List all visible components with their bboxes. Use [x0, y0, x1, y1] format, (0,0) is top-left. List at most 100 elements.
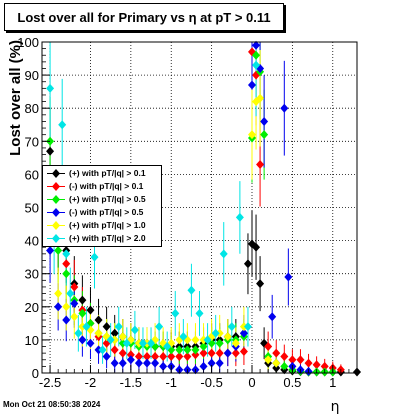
legend-marker-icon — [47, 221, 65, 230]
data-point — [215, 358, 224, 368]
legend-marker-icon — [47, 169, 65, 178]
data-point — [252, 242, 261, 252]
legend-label: (+) with pT/|q| > 0.5 — [69, 194, 146, 204]
data-point — [183, 345, 192, 355]
data-point — [199, 335, 208, 345]
data-point — [191, 350, 200, 360]
data-point — [159, 351, 168, 361]
legend-entry: (+) with pT/|q| > 2.0 — [43, 232, 161, 245]
data-point — [207, 358, 216, 368]
y-tick-label: 90 — [25, 68, 39, 83]
data-point — [74, 328, 83, 338]
timestamp: Mon Oct 21 08:50:38 2024 — [3, 400, 101, 409]
data-point — [187, 285, 196, 295]
x-axis-label: η — [331, 399, 340, 414]
chart-title: Lost over all for Primary vs η at pT > 0… — [17, 10, 271, 25]
x-tick-label: -1 — [165, 375, 177, 390]
legend-marker-icon — [47, 208, 65, 217]
data-point — [54, 302, 63, 312]
data-point — [260, 116, 269, 126]
data-point — [256, 279, 265, 289]
data-point — [171, 308, 180, 318]
data-point — [288, 355, 297, 365]
data-point — [70, 282, 79, 292]
data-point — [106, 335, 115, 345]
data-point — [191, 345, 200, 355]
data-point — [130, 325, 139, 335]
legend-entry: (-) with pT/|q| > 0.5 — [43, 206, 161, 219]
data-point — [167, 351, 176, 361]
data-point — [280, 351, 289, 361]
data-point — [239, 346, 248, 356]
x-tick-label: 0 — [248, 375, 255, 390]
data-point — [248, 130, 256, 140]
data-point — [143, 351, 151, 361]
y-tick-label: 10 — [25, 333, 39, 348]
data-point — [138, 338, 147, 348]
data-point — [94, 315, 103, 325]
data-point — [118, 332, 127, 342]
data-point — [227, 322, 236, 332]
data-point — [231, 338, 240, 348]
y-tick-label: 40 — [25, 234, 39, 249]
data-point — [191, 335, 200, 345]
data-point — [143, 338, 151, 348]
data-point — [78, 308, 87, 318]
x-tick-label: -1.5 — [120, 375, 142, 390]
data-point — [199, 348, 208, 358]
y-tick-label: 30 — [25, 267, 39, 282]
data-point — [90, 252, 99, 262]
legend-marker-icon — [47, 195, 65, 204]
y-tick-label: 80 — [25, 101, 39, 116]
data-point — [199, 342, 208, 352]
y-tick-label: 50 — [25, 201, 39, 216]
data-point — [231, 348, 240, 358]
data-point — [58, 120, 67, 130]
y-tick-label: 100 — [17, 35, 39, 50]
data-point — [243, 259, 252, 269]
legend: (+) with pT/|q| > 0.1 (-) with pT/|q| > … — [42, 165, 162, 247]
data-point — [86, 338, 95, 348]
legend-label: (+) with pT/|q| > 1.0 — [69, 220, 146, 230]
legend-entry: (+) with pT/|q| > 0.5 — [43, 193, 161, 206]
data-point — [110, 358, 119, 368]
data-point — [54, 246, 63, 256]
data-point — [243, 322, 252, 332]
data-point — [179, 332, 188, 342]
data-point — [211, 328, 220, 338]
data-point — [203, 335, 212, 345]
data-point — [159, 361, 168, 371]
data-point — [252, 60, 261, 70]
data-point — [46, 136, 55, 146]
data-point — [46, 146, 55, 156]
data-point — [296, 355, 305, 365]
data-point — [272, 348, 281, 358]
legend-label: (+) with pT/|q| > 2.0 — [69, 233, 146, 243]
data-point — [126, 355, 135, 365]
data-point — [252, 50, 261, 60]
data-point — [239, 322, 248, 332]
data-point — [304, 358, 313, 368]
data-point — [280, 361, 289, 371]
data-point — [134, 338, 143, 348]
data-point — [256, 93, 265, 103]
data-point — [248, 80, 256, 90]
data-point — [143, 358, 151, 368]
data-point — [110, 328, 119, 338]
tick-labels: -2.5 -2 -1.5 -1 -0.5 0 0.5 10102030405060708090… — [17, 35, 336, 390]
data-point — [126, 350, 135, 360]
data-point — [114, 322, 123, 332]
data-point — [134, 358, 143, 368]
x-tick-label: -2 — [85, 375, 97, 390]
data-point — [62, 249, 71, 259]
data-point — [260, 130, 269, 140]
data-point — [199, 361, 208, 371]
data-point — [46, 246, 55, 256]
x-tick-label: 1 — [329, 375, 336, 390]
y-tick-label: 0 — [32, 366, 39, 381]
data-point — [102, 351, 111, 361]
data-point — [223, 332, 232, 342]
data-point — [78, 322, 87, 332]
y-axis-label: Lost over all (%) — [7, 40, 24, 156]
